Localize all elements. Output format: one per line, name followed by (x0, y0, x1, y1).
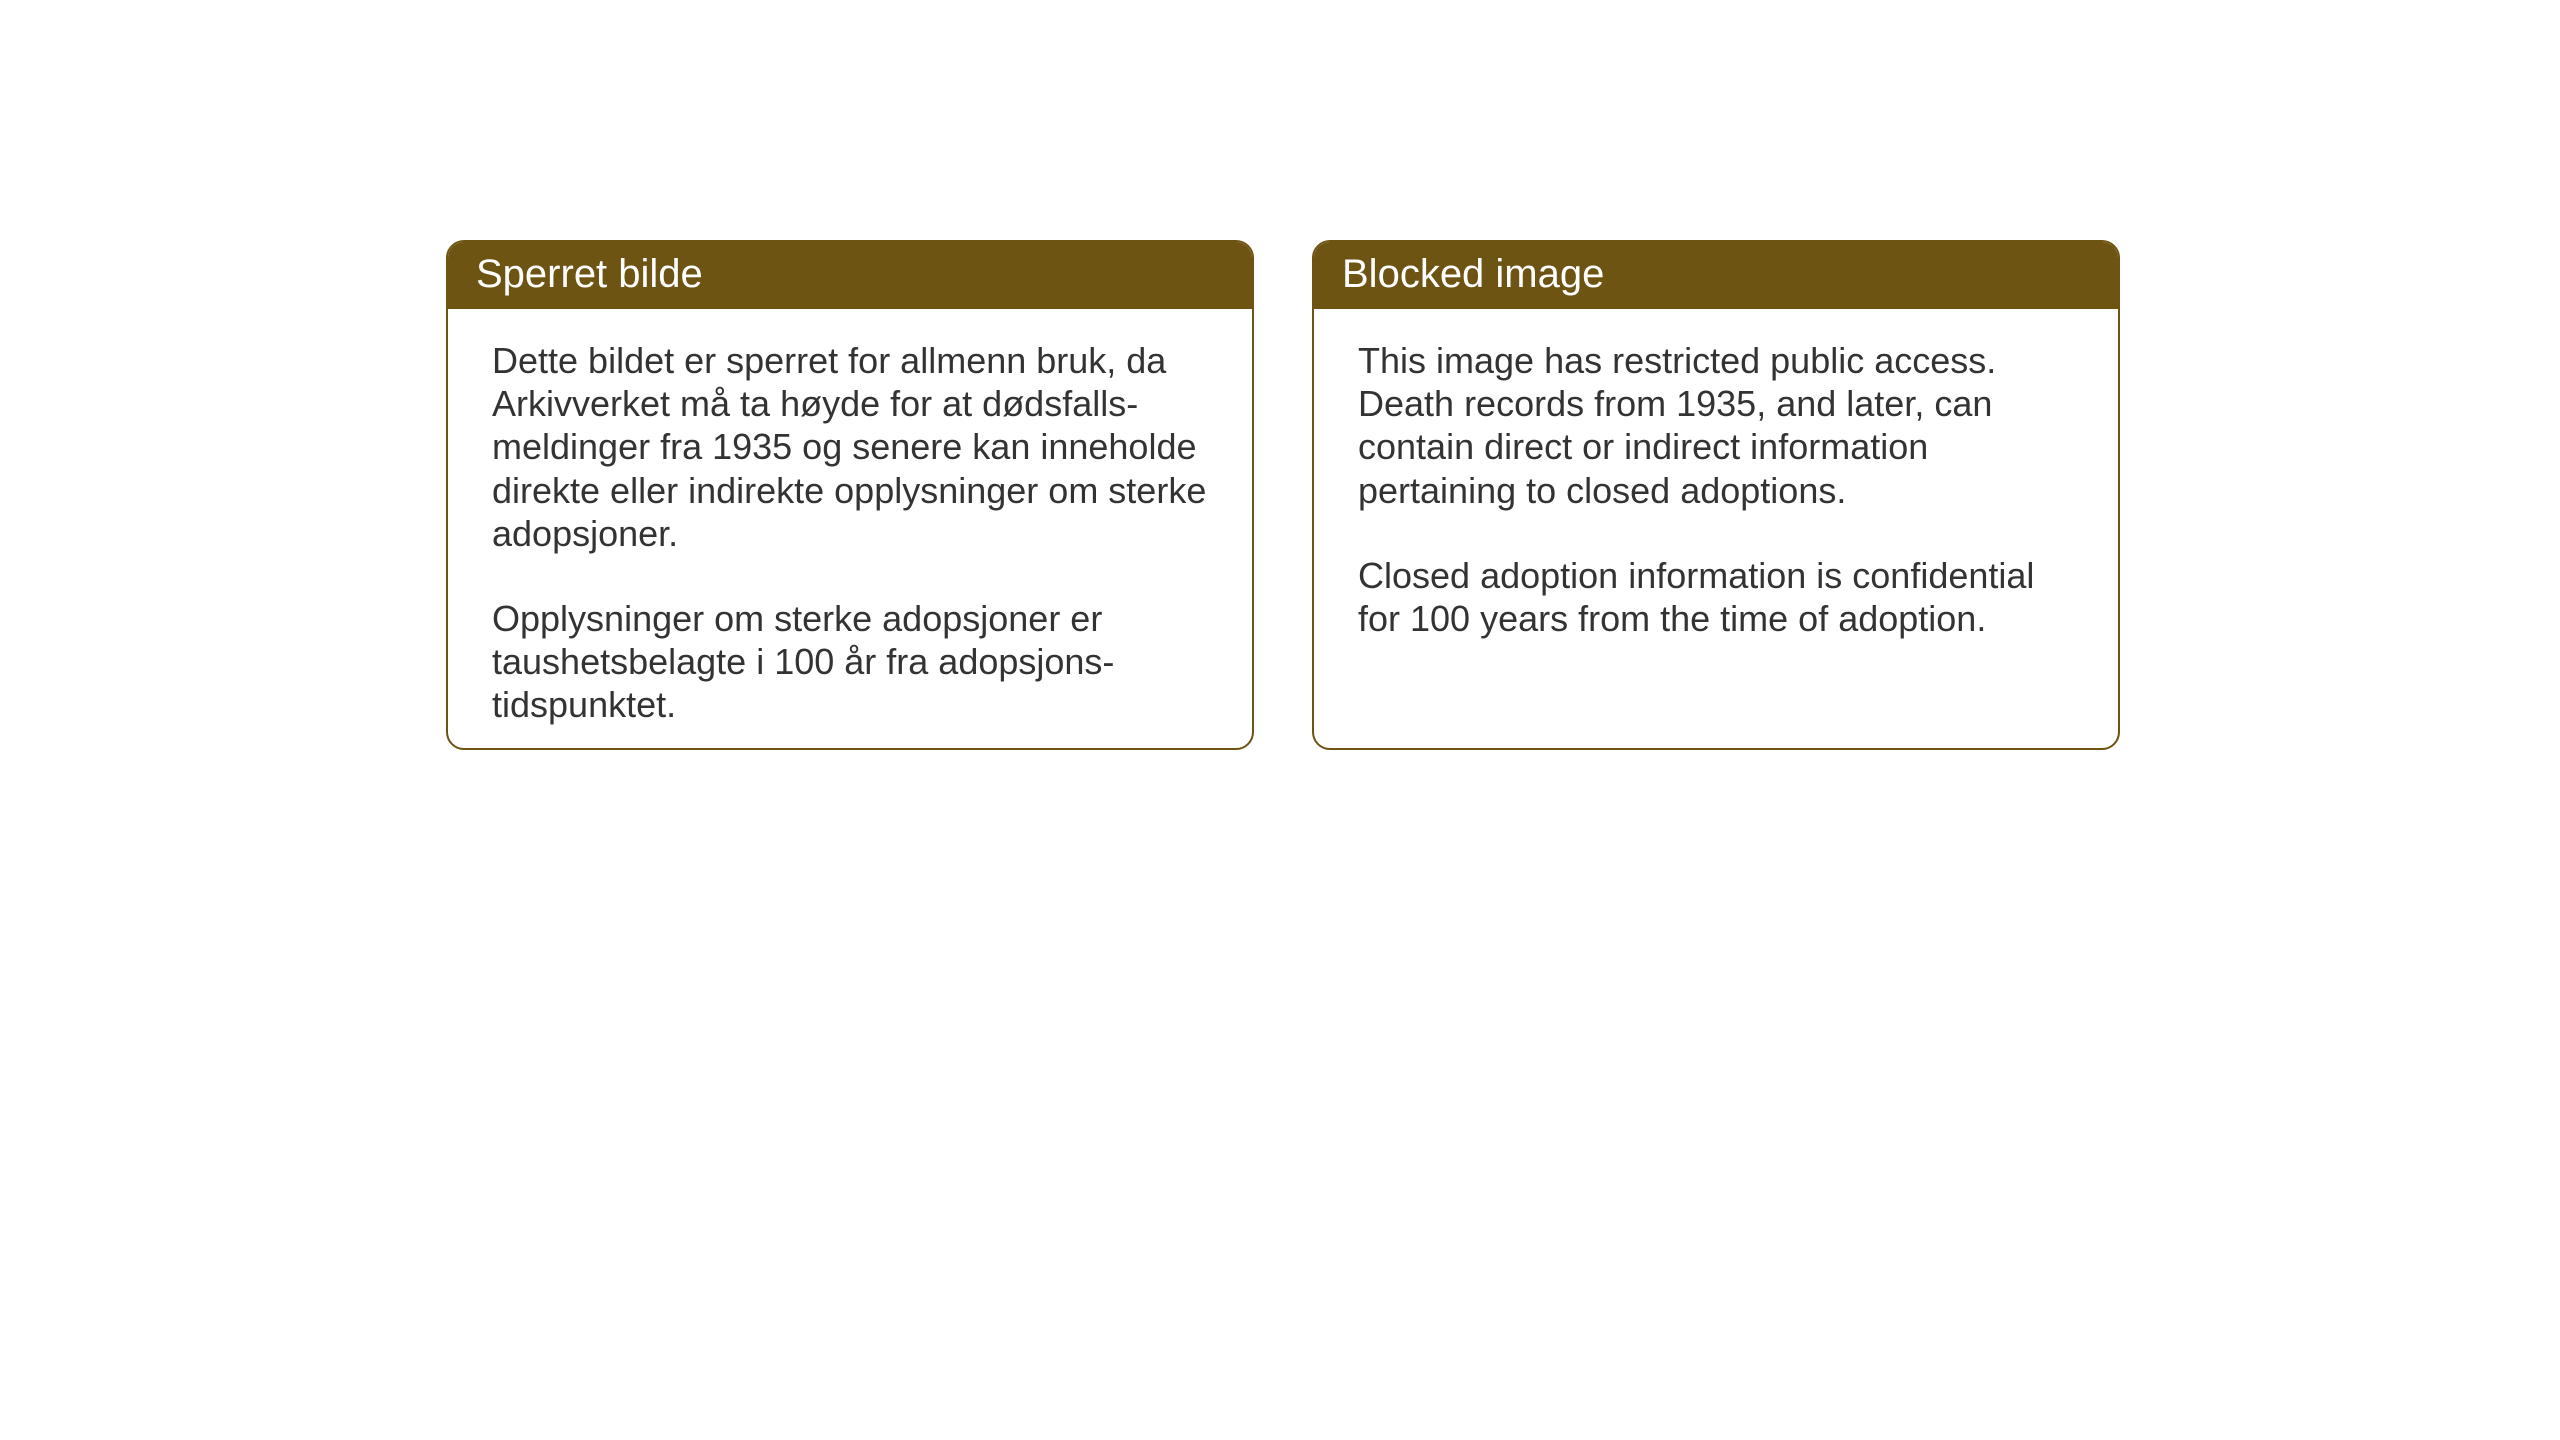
notice-cards-container: Sperret bilde Dette bildet er sperret fo… (446, 240, 2120, 750)
card-body-norwegian: Dette bildet er sperret for allmenn bruk… (448, 309, 1252, 750)
card-title-english: Blocked image (1342, 252, 1604, 296)
notice-card-english: Blocked image This image has restricted … (1312, 240, 2120, 750)
card-header-norwegian: Sperret bilde (448, 242, 1252, 309)
card-paragraph-1-norwegian: Dette bildet er sperret for allmenn bruk… (492, 339, 1208, 555)
card-body-english: This image has restricted public access.… (1314, 309, 2118, 680)
card-paragraph-2-norwegian: Opplysninger om sterke adopsjoner er tau… (492, 597, 1208, 727)
notice-card-norwegian: Sperret bilde Dette bildet er sperret fo… (446, 240, 1254, 750)
card-title-norwegian: Sperret bilde (476, 252, 703, 296)
card-paragraph-1-english: This image has restricted public access.… (1358, 339, 2074, 512)
card-paragraph-2-english: Closed adoption information is confident… (1358, 554, 2074, 640)
card-header-english: Blocked image (1314, 242, 2118, 309)
